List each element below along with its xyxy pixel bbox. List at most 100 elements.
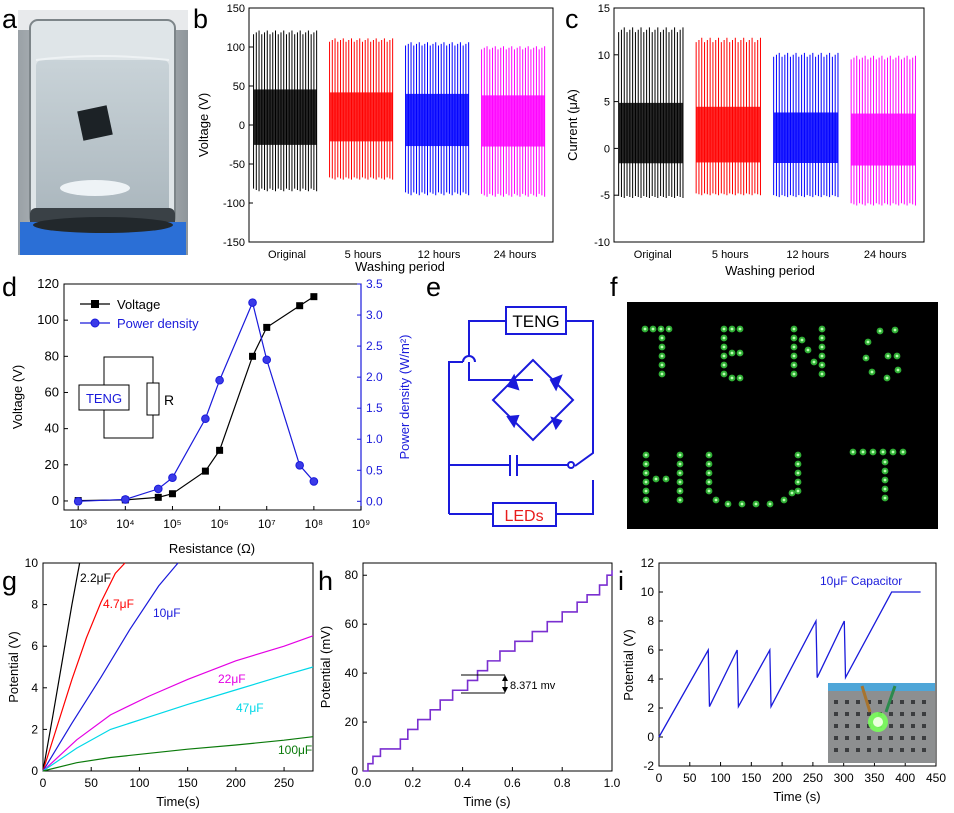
led-glint <box>864 356 868 360</box>
y-tick-label: 4 <box>31 681 38 695</box>
led-glint <box>878 329 882 333</box>
x-tick-label: 10⁵ <box>163 517 181 531</box>
breadboard-hole <box>845 748 849 752</box>
led-glint <box>722 363 726 367</box>
breadboard-hole <box>834 736 838 740</box>
breadboard-hole <box>878 736 882 740</box>
power-point <box>248 298 257 307</box>
chart-d-ylabel2: Power density (W/m²) <box>397 335 412 460</box>
breadboard-hole <box>856 736 860 740</box>
chart-d: 0 20 40 60 80 100 120 0.0 0.5 1.0 1.5 2.0 2.5 3.0 3.5 1… <box>10 276 412 556</box>
led-glint <box>707 471 711 475</box>
led-glint <box>730 376 734 380</box>
led-glint <box>883 469 887 473</box>
y-tick-label: -5 <box>600 190 610 202</box>
y-tick-label: 80 <box>45 348 59 363</box>
breadboard-hole <box>867 748 871 752</box>
led-glint <box>796 489 800 493</box>
led-glint <box>654 477 658 481</box>
y-tick-label: 0 <box>351 764 358 778</box>
y-tick-label: 20 <box>45 457 59 472</box>
x-tick-label: 0.6 <box>504 776 521 790</box>
breadboard-hole <box>845 712 849 716</box>
burst-original <box>618 27 684 199</box>
led-glint <box>722 345 726 349</box>
chart-h-frame <box>362 562 613 772</box>
category-label: Original <box>634 249 672 261</box>
led-glint <box>678 489 682 493</box>
series-label: 4.7μF <box>103 597 134 611</box>
led-glint <box>707 480 711 484</box>
x-tick-label: 0.4 <box>454 776 471 790</box>
x-tick-label: 150 <box>741 771 761 785</box>
led-glint <box>730 351 734 355</box>
chart-c-xlabel: Washing period <box>725 263 815 278</box>
x-tick-label: 250 <box>274 776 294 790</box>
y-tick-label: 20 <box>345 715 359 729</box>
breadboard-hole <box>922 748 926 752</box>
series-line <box>42 635 314 772</box>
category-label: 12 hours <box>786 249 829 261</box>
led-glint <box>660 336 664 340</box>
y2-tick-label: 1.0 <box>366 432 383 446</box>
breadboard-hole <box>900 712 904 716</box>
chart-h-annotation: 8.371 mv <box>461 674 556 694</box>
x-tick-label: 200 <box>772 771 792 785</box>
y2-tick-label: 2.0 <box>366 370 383 384</box>
chart-g-frame <box>42 562 314 772</box>
y-tick-label: 0 <box>604 143 610 155</box>
led-glint <box>881 450 885 454</box>
led-glint <box>796 471 800 475</box>
led-glint <box>644 480 648 484</box>
x-tick-label: 0.0 <box>355 776 372 790</box>
led-glint <box>861 450 865 454</box>
breadboard-hole <box>900 748 904 752</box>
breadboard-hole <box>867 700 871 704</box>
voltage-point <box>154 493 162 501</box>
y-tick-label: -100 <box>223 198 245 210</box>
led-glint <box>820 372 824 376</box>
led-glint <box>883 487 887 491</box>
x-tick-label: 450 <box>926 771 946 785</box>
panel-label-c: c <box>565 4 579 34</box>
series-label: 47μF <box>236 701 264 715</box>
led-glint <box>651 327 655 331</box>
y-tick-label: 6 <box>31 639 38 653</box>
led-glint <box>644 489 648 493</box>
led-glint <box>707 462 711 466</box>
y-tick-label: 6 <box>647 643 654 657</box>
y-tick-label: 10 <box>598 50 610 62</box>
x-tick-label: 0.8 <box>554 776 571 790</box>
series-label: 10μF <box>153 606 181 620</box>
y2-tick-label: 1.5 <box>366 401 383 415</box>
burst-12-hours <box>405 42 470 196</box>
photo-leds <box>627 302 938 529</box>
chart-i-ylabel: Potential (V) <box>621 629 636 701</box>
breadboard-hole <box>911 724 915 728</box>
series-line <box>42 736 314 772</box>
chart-i-xlabel: Time (s) <box>773 789 820 804</box>
led-glint <box>667 327 671 331</box>
led-glint <box>871 450 875 454</box>
burst-core <box>773 112 838 164</box>
breadboard-hole <box>856 748 860 752</box>
breadboard-hole <box>845 736 849 740</box>
led-glint <box>678 471 682 475</box>
y-tick-label: 15 <box>598 3 610 15</box>
led-glint <box>644 462 648 466</box>
burst-core <box>329 92 393 142</box>
breadboard-hole <box>834 700 838 704</box>
y-tick-label: 60 <box>45 384 59 399</box>
chart-c: -10 -5 0 5 10 15 Original 5 hours 12 hours 24 ho… <box>565 3 925 278</box>
circuit-leds-label: LEDs <box>504 508 543 525</box>
y2-tick-label: 2.5 <box>366 339 383 353</box>
y-tick-label: 120 <box>37 276 59 291</box>
burst-core <box>851 113 916 166</box>
x-tick-label: 350 <box>864 771 884 785</box>
burst-12-hours <box>773 52 839 198</box>
led-glint <box>800 338 804 342</box>
led-glint <box>883 460 887 464</box>
led-glint <box>796 453 800 457</box>
breadboard-hole <box>922 736 926 740</box>
